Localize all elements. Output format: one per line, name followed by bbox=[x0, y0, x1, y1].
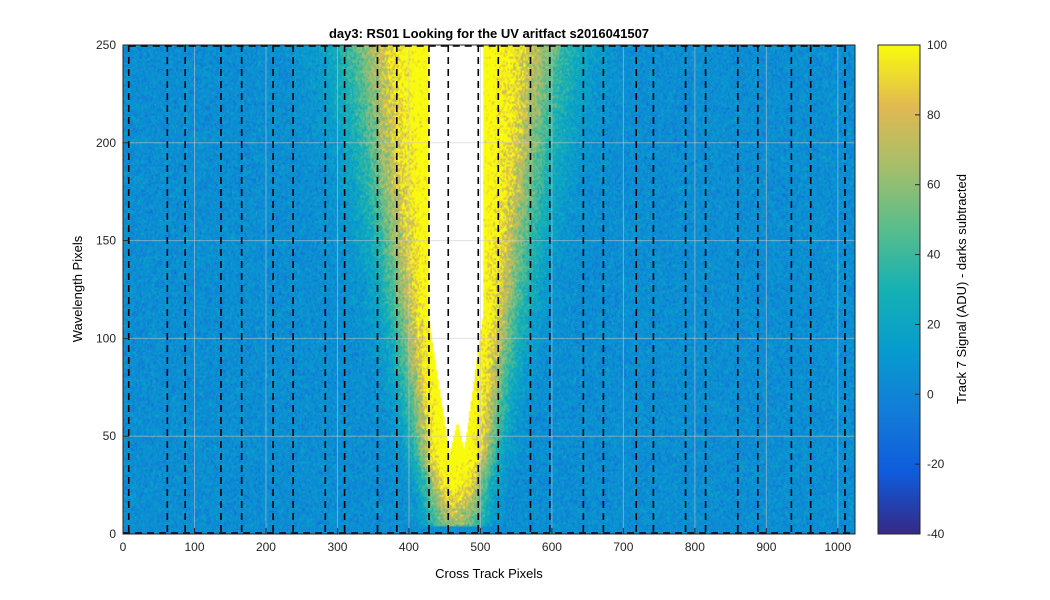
colorbar-tick-label: 40 bbox=[927, 248, 941, 262]
x-tick-label: 900 bbox=[756, 540, 776, 554]
colorbar-tick-label: 20 bbox=[927, 317, 941, 331]
x-axis-label: Cross Track Pixels bbox=[435, 566, 543, 581]
x-axis-ticks: 0 100 200 300 400 500 600 700 800 900 1000 bbox=[120, 528, 852, 554]
y-tick-label: 150 bbox=[96, 234, 116, 248]
heatmap-image bbox=[123, 45, 855, 534]
x-tick-label: 100 bbox=[184, 540, 204, 554]
plot-frame bbox=[122, 44, 856, 535]
chart-title: day3: RS01 Looking for the UV aritfact s… bbox=[329, 26, 649, 41]
y-axis-label: Wavelength Pixels bbox=[70, 235, 85, 342]
y-tick-label: 0 bbox=[109, 527, 116, 541]
x-tick-label: 600 bbox=[542, 540, 562, 554]
x-tick-label: 400 bbox=[399, 540, 419, 554]
y-tick-label: 250 bbox=[96, 38, 116, 52]
x-tick-label: 700 bbox=[613, 540, 633, 554]
colorbar-frame bbox=[877, 44, 921, 535]
colorbar-label: Track 7 Signal (ADU) - darks subtracted bbox=[954, 174, 969, 404]
x-tick-label: 1000 bbox=[824, 540, 851, 554]
colorbar-gradient bbox=[878, 45, 920, 534]
colorbar-ticks: -40 -20 0 20 40 60 80 100 bbox=[915, 38, 947, 541]
colorbar-tick-label: 0 bbox=[927, 387, 934, 401]
y-tick-label: 50 bbox=[103, 429, 117, 443]
colorbar-tick-label: 100 bbox=[927, 38, 947, 52]
x-tick-label: 300 bbox=[327, 540, 347, 554]
colorbar-tick-label: -20 bbox=[927, 457, 945, 471]
colorbar-tick-label: 80 bbox=[927, 108, 941, 122]
x-tick-label: 200 bbox=[256, 540, 276, 554]
track-boundaries bbox=[123, 45, 855, 534]
y-tick-label: 100 bbox=[96, 331, 116, 345]
signal-heatmap bbox=[123, 45, 855, 534]
colorbar: -40 -20 0 20 40 60 80 100 Track 7 Signal (ADU) … bbox=[877, 38, 969, 541]
x-tick-label: 800 bbox=[685, 540, 705, 554]
colorbar-tick-label: -40 bbox=[927, 527, 945, 541]
y-axis-ticks: 0 50 100 150 200 250 bbox=[96, 38, 129, 541]
x-tick-label: 0 bbox=[120, 540, 127, 554]
colorbar-tick-label: 60 bbox=[927, 178, 941, 192]
x-tick-label: 500 bbox=[470, 540, 490, 554]
y-tick-label: 200 bbox=[96, 136, 116, 150]
